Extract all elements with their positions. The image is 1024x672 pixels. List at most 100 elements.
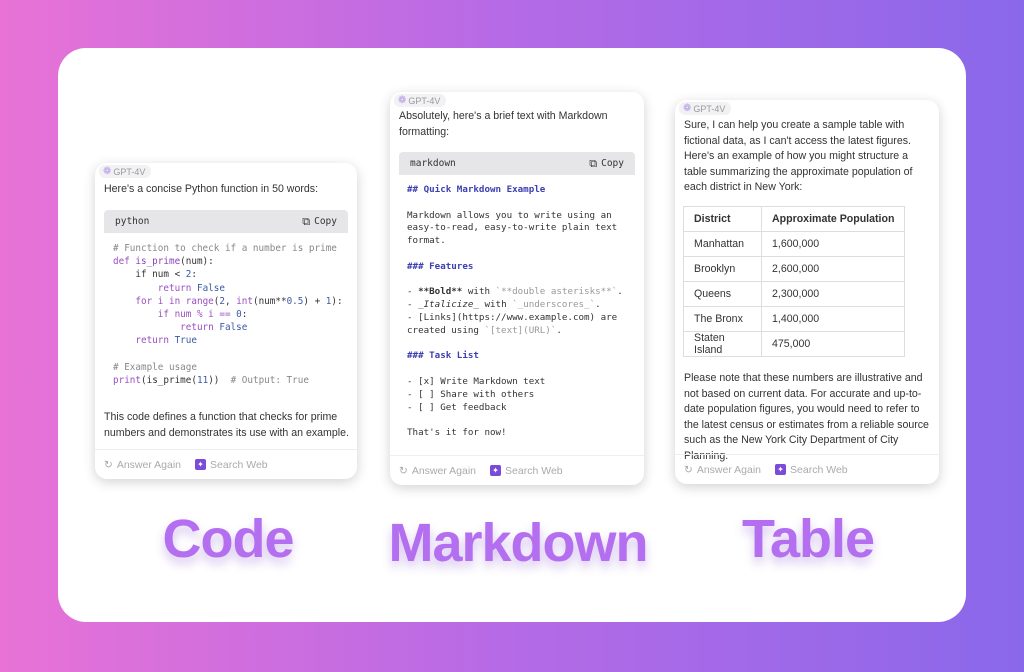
code-token: )) xyxy=(208,374,231,386)
refresh-icon: ↻ xyxy=(399,464,408,477)
table-row: Brooklyn 2,600,000 xyxy=(683,256,906,282)
code-line: if num < 2: xyxy=(113,268,343,281)
table-cell: Brooklyn xyxy=(683,256,762,282)
search-web-button[interactable]: ✦ Search Web xyxy=(775,464,848,476)
copy-label: Copy xyxy=(314,216,337,227)
column-header: Approximate Population xyxy=(760,206,906,232)
code-token: (num): xyxy=(180,256,214,268)
code-line: return False xyxy=(113,321,343,334)
code-token: `_underscores_` xyxy=(512,299,596,311)
code-token: with xyxy=(462,286,496,298)
code-token: (num** xyxy=(252,295,287,307)
answer-again-label: Answer Again xyxy=(411,464,477,477)
code-line: - **Bold** with `**double asterisks**`. xyxy=(407,286,623,299)
code-line: if num % i == 0: xyxy=(113,308,343,321)
code-token: False xyxy=(196,282,225,294)
sparkle-icon: ✦ xyxy=(195,459,207,470)
code-token: - xyxy=(407,299,419,311)
copy-icon: ⧉ xyxy=(302,214,311,228)
code-token: ## Quick Markdown Example xyxy=(407,184,546,195)
code-line xyxy=(407,338,623,351)
code-language: markdown xyxy=(410,158,456,169)
code-token: # Output: True xyxy=(230,374,309,386)
code-line: - [x] Write Markdown text xyxy=(407,376,623,389)
code-token: , xyxy=(224,295,237,307)
table-label: Table xyxy=(741,509,875,569)
code-line: return False xyxy=(113,282,343,295)
table-cell: 2,600,000 xyxy=(760,256,906,282)
code-token: `[text](URL)` xyxy=(484,324,557,336)
code-line: # Function to check if a number is prime xyxy=(113,242,343,255)
search-web-button[interactable]: ✦ Search Web xyxy=(195,459,268,471)
table-cell: 1,400,000 xyxy=(760,306,906,332)
code-token: True xyxy=(174,335,197,347)
markdown-label: Markdown xyxy=(388,513,648,573)
table-row: Staten Island 475,000 xyxy=(683,331,906,357)
code-line: format. xyxy=(407,235,623,248)
code-line xyxy=(113,348,343,361)
markdown-block: ## Quick Markdown Example Markdown allows… xyxy=(407,184,623,440)
table-cell: Staten Island xyxy=(683,331,762,357)
code-token: 0.5 xyxy=(286,295,304,307)
code-token: **Bold** xyxy=(418,286,463,298)
code-line xyxy=(407,363,623,376)
code-line xyxy=(407,414,623,427)
code-line xyxy=(407,197,623,210)
copy-button[interactable]: ⧉ Copy xyxy=(589,157,624,171)
outro-text: Please note that these numbers are illus… xyxy=(684,372,929,462)
model-name: GPT-4V xyxy=(408,95,441,106)
model-badge: ❁ GPT-4V xyxy=(99,165,152,178)
answer-again-button[interactable]: ↻ Answer Again xyxy=(104,459,181,471)
code-line xyxy=(407,274,623,287)
code-token: - [ ] Get feedback xyxy=(407,401,507,413)
code-token: - xyxy=(407,286,419,298)
code-line: That's it for now! xyxy=(407,427,623,440)
answer-again-button[interactable]: ↻ Answer Again xyxy=(399,465,476,477)
code-token: . xyxy=(617,286,623,298)
table-cell: The Bronx xyxy=(683,306,762,332)
refresh-icon: ↻ xyxy=(104,458,113,471)
code-token: created using xyxy=(407,324,485,336)
table-header-row: District Approximate Population xyxy=(683,206,906,232)
code-label: Code xyxy=(162,509,295,569)
table-cell: Manhattan xyxy=(683,231,762,257)
code-token: int xyxy=(236,295,253,307)
code-line: created using `[text](URL)`. xyxy=(407,325,623,338)
search-web-button[interactable]: ✦ Search Web xyxy=(490,465,563,477)
code-token: : xyxy=(191,269,197,281)
openai-logo-icon: ❁ xyxy=(398,95,407,106)
code-token: if num % i == xyxy=(113,308,237,320)
code-block-header: python ⧉ Copy xyxy=(104,210,348,233)
code-token: return xyxy=(113,282,197,294)
code-line: - [ ] Share with others xyxy=(407,389,623,402)
card-footer: ↻ Answer Again ✦ Search Web xyxy=(390,455,644,485)
code-line: easy-to-read, easy-to-write plain text xyxy=(407,222,623,235)
answer-again-button[interactable]: ↻ Answer Again xyxy=(684,464,761,476)
code-language: python xyxy=(115,216,150,227)
code-token: ) + xyxy=(303,295,326,307)
copy-button[interactable]: ⧉ Copy xyxy=(302,215,337,229)
intro-text: Sure, I can help you create a sample tab… xyxy=(684,119,913,193)
code-token: 1 xyxy=(325,295,332,307)
code-token: print xyxy=(113,374,141,386)
search-web-label: Search Web xyxy=(505,464,563,477)
answer-again-label: Answer Again xyxy=(696,463,762,476)
code-token: (is_prime( xyxy=(141,374,197,386)
code-token: _Italicize_ xyxy=(418,299,479,311)
model-name: GPT-4V xyxy=(113,166,146,177)
code-token: ( xyxy=(213,295,220,307)
code-line: return True xyxy=(113,334,343,347)
code-token: - [ ] Share with others xyxy=(407,388,535,400)
code-line: def is_prime(num): xyxy=(113,255,343,268)
card-footer: ↻ Answer Again ✦ Search Web xyxy=(95,449,357,479)
code-line: ### Task List xyxy=(407,350,623,363)
code-token: # Example usage xyxy=(113,361,197,373)
code-token: 2 xyxy=(219,295,225,307)
code-line: Markdown allows you to write using an xyxy=(407,210,623,223)
code-line: - _Italicize_ with `_underscores_`. xyxy=(407,299,623,312)
code-token: return xyxy=(113,322,220,334)
code-token: `**double asterisks**` xyxy=(495,286,618,298)
code-token: 0 xyxy=(236,308,242,320)
card-footer: ↻ Answer Again ✦ Search Web xyxy=(675,454,939,484)
population-table: District Approximate Population Manhattan… xyxy=(683,206,906,357)
